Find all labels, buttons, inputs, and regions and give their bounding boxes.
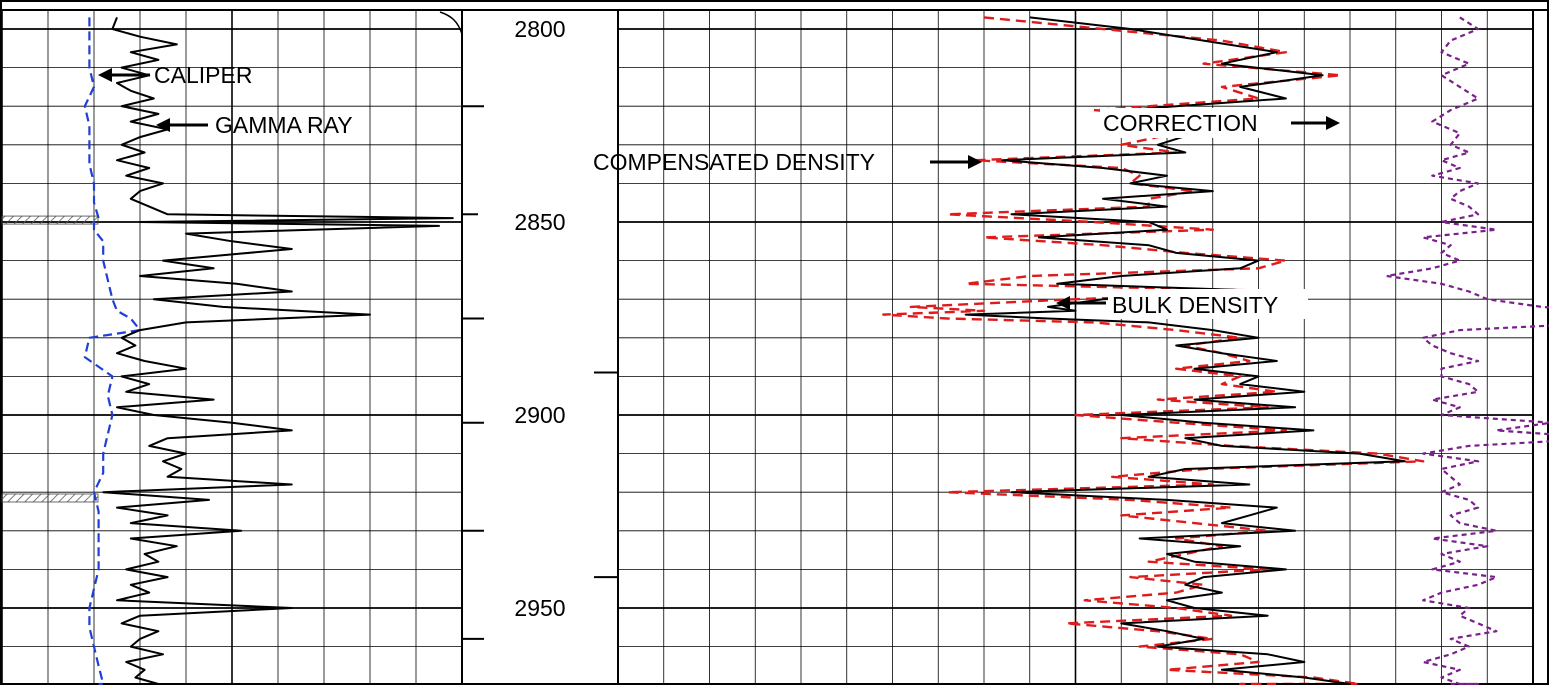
annotations: CALIPER GAMMA RAY COMPENSATED DENSITY BU… [98, 62, 1340, 319]
series-layer [83, 16, 1549, 685]
lithology-markers [1, 215, 99, 503]
caliper-arrowhead [98, 68, 112, 82]
compensated-annotation: COMPENSATED DENSITY [593, 149, 982, 175]
depth-label: 2850 [514, 209, 565, 235]
depth-label: 2800 [514, 16, 565, 42]
lithology-band [1, 215, 99, 225]
track-2-grid [617, 11, 1534, 684]
correction-arrowhead [1326, 116, 1340, 130]
correction-curve [1385, 16, 1549, 685]
depth-labels: 2800 2850 2900 2950 [514, 16, 565, 621]
bulk-density-label: BULK DENSITY [1112, 292, 1278, 318]
gamma-annotation: GAMMA RAY [156, 112, 353, 138]
compensated-density-arrowhead [968, 155, 982, 169]
correction-label: CORRECTION [1103, 110, 1258, 136]
depth-label: 2900 [514, 402, 565, 428]
gamma-ray-label: GAMMA RAY [215, 112, 353, 138]
correction-annotation: CORRECTION [1100, 108, 1340, 138]
depth-track-ticks [439, 11, 618, 640]
caliper-label: CALIPER [154, 62, 252, 88]
compensated-density-label: COMPENSATED DENSITY [593, 149, 875, 175]
gamma-curve [102, 17, 454, 685]
caliper-curve [83, 17, 142, 685]
top-hook-mark [439, 11, 463, 35]
grid-layer [1, 11, 1534, 684]
correction-label-bg [1100, 108, 1286, 138]
compensated-curve [882, 16, 1425, 685]
bulk-density-label-bg [1108, 289, 1308, 319]
lithology-band [1, 493, 99, 503]
caliper-annotation: CALIPER [98, 62, 252, 88]
bulk-annotation: BULK DENSITY [1056, 289, 1308, 319]
gamma-ray-arrowhead [156, 118, 170, 132]
bulk-curve [964, 16, 1406, 685]
bulk-density-arrowhead [1056, 296, 1070, 310]
depth-label: 2950 [514, 595, 565, 621]
